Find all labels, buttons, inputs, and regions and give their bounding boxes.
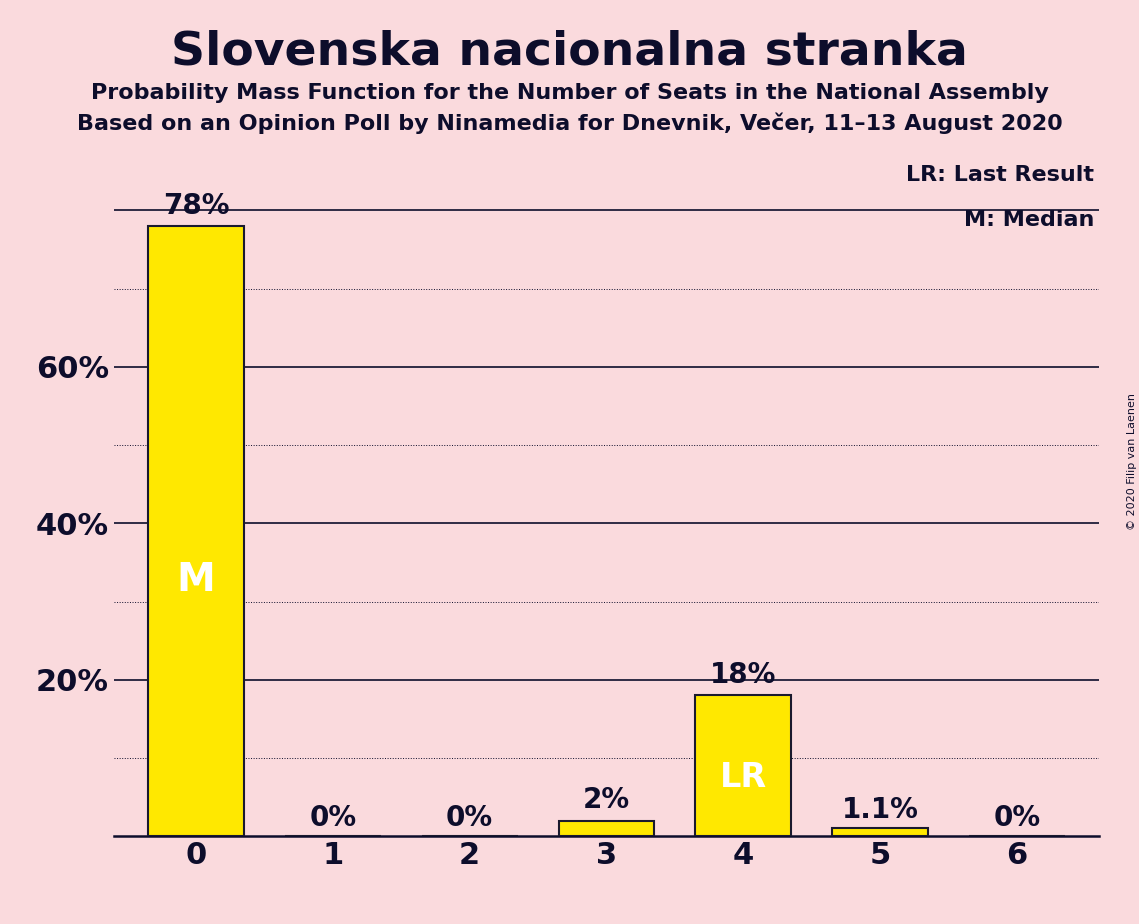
Bar [833,828,928,836]
Text: Slovenska nacionalna stranka: Slovenska nacionalna stranka [171,30,968,75]
Bar [558,821,655,836]
Text: 0%: 0% [446,804,493,833]
Text: © 2020 Filip van Laenen: © 2020 Filip van Laenen [1126,394,1137,530]
Text: M: M [177,561,215,599]
Text: 0%: 0% [993,804,1041,833]
Text: 2%: 2% [583,786,630,814]
Text: 1.1%: 1.1% [842,796,919,823]
Text: LR: Last Result: LR: Last Result [907,165,1095,185]
Bar [148,226,244,836]
Bar [696,696,792,836]
Text: 0%: 0% [310,804,357,833]
Text: Based on an Opinion Poll by Ninamedia for Dnevnik, Večer, 11–13 August 2020: Based on an Opinion Poll by Ninamedia fo… [76,113,1063,134]
Text: Probability Mass Function for the Number of Seats in the National Assembly: Probability Mass Function for the Number… [91,83,1048,103]
Text: 78%: 78% [163,192,229,220]
Text: M: Median: M: Median [964,210,1095,230]
Text: 18%: 18% [711,662,777,689]
Text: LR: LR [720,760,767,794]
